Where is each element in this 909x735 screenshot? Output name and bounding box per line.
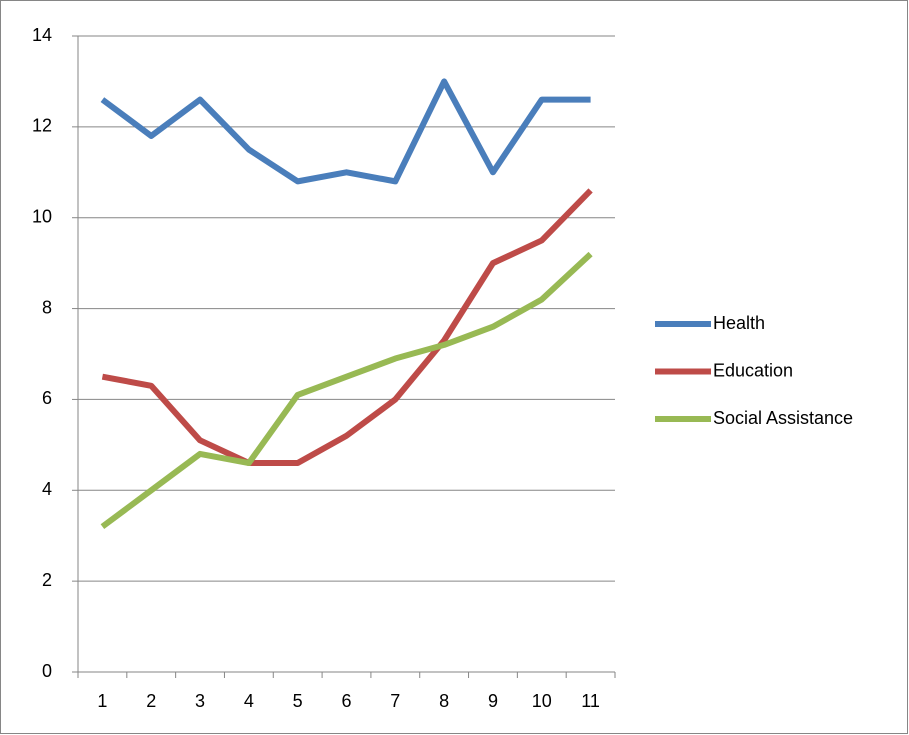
legend-label: Education xyxy=(713,360,793,380)
x-tick-label: 11 xyxy=(581,691,600,711)
y-tick-label: 2 xyxy=(42,570,52,590)
y-tick-label: 14 xyxy=(32,25,52,45)
y-tick-label: 6 xyxy=(42,388,52,408)
x-tick-label: 9 xyxy=(488,691,498,711)
y-tick-label: 8 xyxy=(42,297,52,317)
y-tick-label: 4 xyxy=(42,479,52,499)
x-tick-label: 7 xyxy=(390,691,400,711)
x-tick-label: 10 xyxy=(532,691,552,711)
y-tick-label: 10 xyxy=(32,206,52,226)
x-tick-label: 4 xyxy=(244,691,254,711)
x-tick-label: 6 xyxy=(341,691,351,711)
x-tick-label: 2 xyxy=(146,691,156,711)
x-tick-label: 3 xyxy=(195,691,205,711)
legend-label: Health xyxy=(713,313,765,333)
series-line xyxy=(100,78,591,185)
x-tick-label: 5 xyxy=(293,691,303,711)
x-tick-label: 1 xyxy=(97,691,107,711)
series-line xyxy=(100,251,593,530)
y-tick-label: 12 xyxy=(32,116,52,136)
series-line xyxy=(101,188,593,467)
x-tick-label: 8 xyxy=(439,691,449,711)
y-tick-label: 0 xyxy=(42,661,52,681)
legend-label: Social Assistance xyxy=(713,408,853,428)
